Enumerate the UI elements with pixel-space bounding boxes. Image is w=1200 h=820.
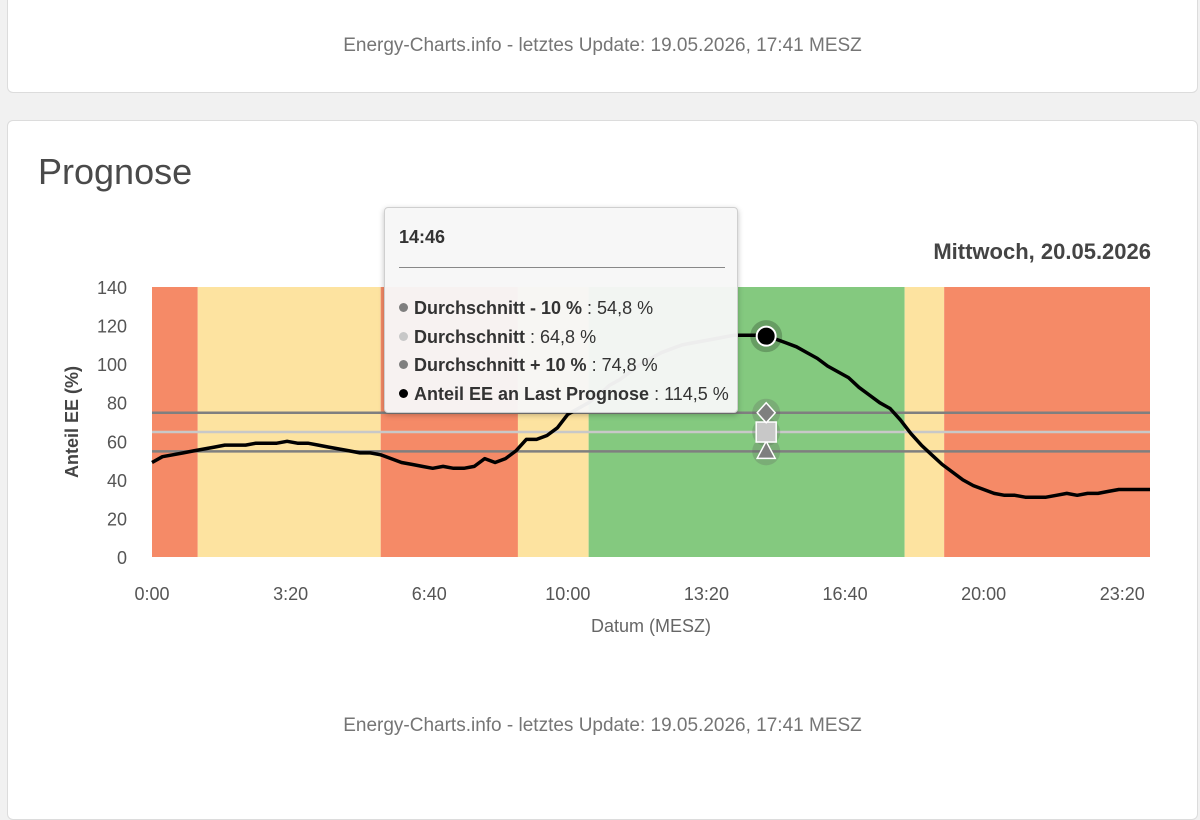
band-yellow	[904, 287, 945, 557]
y-tick-label: 20	[107, 509, 127, 529]
y-axis-ticks: 0 20 40 60 80 100 120 140	[97, 278, 127, 568]
band-red	[152, 287, 198, 557]
x-tick-label: 20:00	[961, 584, 1006, 604]
tooltip-row-avg-plus: Durchschnitt + 10 % : 74,8 %	[399, 355, 658, 376]
tooltip-series-name: Durchschnitt	[414, 327, 526, 347]
x-tick-label: 16:40	[823, 584, 868, 604]
band-yellow	[197, 287, 381, 557]
series-dot-icon	[399, 332, 408, 341]
x-tick-label: 23:20	[1100, 584, 1145, 604]
update-footer-top: Energy-Charts.info - letztes Update: 19.…	[343, 35, 862, 56]
tooltip-time: 14:46	[399, 227, 446, 247]
chart-date-label: Mittwoch, 20.05.2026	[933, 239, 1151, 264]
tooltip-row-avg-minus: Durchschnitt - 10 % : 54,8 %	[399, 298, 653, 319]
series-dot-icon	[399, 389, 408, 398]
x-tick-label: 3:20	[273, 584, 308, 604]
tooltip-series-name: Anteil EE an Last Prognose	[414, 384, 650, 404]
triangle-marker	[755, 439, 777, 460]
x-tick-label: 10:00	[545, 584, 590, 604]
tooltip-series-name: Durchschnitt - 10 %	[414, 298, 583, 318]
forecast-point-marker	[755, 325, 777, 347]
hover-markers	[750, 320, 783, 466]
tooltip-row-avg: Durchschnitt : 64,8 %	[399, 327, 596, 348]
square-marker	[755, 421, 777, 443]
x-axis-ticks: 0:00 3:20 6:40 10:00 13:20 16:40 20:00 23:20	[134, 584, 1144, 604]
y-tick-label: 80	[107, 394, 127, 414]
tooltip-series-value: : 114,5 %	[654, 384, 729, 404]
tooltip-row-forecast: Anteil EE an Last Prognose : 114,5 %	[399, 384, 729, 405]
update-footer-bottom: Energy-Charts.info - letztes Update: 19.…	[343, 715, 862, 736]
x-tick-label: 13:20	[684, 584, 729, 604]
series-dot-icon	[399, 303, 408, 312]
tooltip-series-name: Durchschnitt + 10 %	[414, 355, 587, 375]
y-tick-label: 140	[97, 278, 127, 298]
top-card: Energy-Charts.info - letztes Update: 19.…	[7, 0, 1198, 93]
series-dot-icon	[399, 360, 408, 369]
tooltip-series-value: : 74,8 %	[591, 355, 658, 375]
chart-tooltip: 14:46 Durchschnitt - 10 % : 54,8 % Durch…	[384, 207, 738, 413]
y-tick-label: 100	[97, 355, 127, 375]
diamond-marker	[756, 401, 777, 424]
tooltip-series-value: : 54,8 %	[587, 298, 654, 318]
y-tick-label: 40	[107, 471, 127, 491]
x-tick-label: 6:40	[412, 584, 447, 604]
y-tick-label: 120	[97, 317, 127, 337]
band-red	[944, 287, 1150, 557]
x-axis-title: Datum (MESZ)	[591, 616, 711, 636]
y-tick-label: 60	[107, 432, 127, 452]
y-axis-title: Anteil EE (%)	[62, 366, 82, 478]
section-title: Prognose	[38, 151, 193, 192]
y-tick-label: 0	[117, 548, 127, 568]
tooltip-divider	[399, 267, 725, 268]
x-tick-label: 0:00	[134, 584, 169, 604]
tooltip-series-value: : 64,8 %	[530, 327, 597, 347]
